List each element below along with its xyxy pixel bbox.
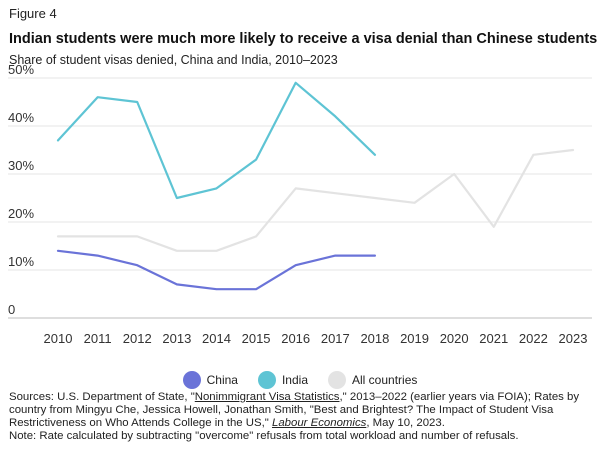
sources-link[interactable]: Nonimmigrant Visa Statistics [194, 391, 340, 403]
x-tick-label-2014: 2014 [202, 331, 231, 346]
series-line-all-countries [56, 148, 575, 252]
x-tick-label-2010: 2010 [44, 331, 73, 346]
chart-title: Indian students were much more likely to… [9, 31, 598, 47]
x-tick-label-2011: 2011 [84, 331, 112, 346]
y-tick-label-10: 10% [8, 254, 34, 269]
sources-suffix: , May 10, 2023. [366, 417, 445, 429]
x-tick-label-2019: 2019 [400, 331, 429, 346]
y-tick-label-50: 50% [8, 62, 34, 77]
legend-label-china: China [206, 373, 238, 387]
source-notes: Sources: U.S. Department of State, "Noni… [9, 391, 594, 443]
chart-subtitle: Share of student visas denied, China and… [9, 53, 338, 67]
x-tick-label-2012: 2012 [123, 331, 152, 346]
series-line-india [56, 81, 377, 200]
legend-item-all-countries: All countries [328, 371, 417, 389]
x-tick-label-2015: 2015 [242, 331, 271, 346]
legend-item-india: India [257, 371, 308, 389]
y-tick-label-30: 30% [8, 158, 34, 173]
series-line-china [56, 249, 377, 291]
y-tick-label-40: 40% [8, 110, 34, 125]
legend-label-india: India [281, 373, 308, 387]
legend-label-all-countries: All countries [352, 373, 418, 387]
sources-prefix: Sources: U.S. Department of State, " [9, 391, 195, 403]
x-tick-label-2022: 2022 [519, 331, 548, 346]
y-tick-label-0: 0 [8, 302, 15, 317]
x-tick-label-2013: 2013 [162, 331, 191, 346]
x-tick-label-2021: 2021 [479, 331, 508, 346]
legend-swatch-china [182, 371, 201, 389]
legend-swatch-all-countries [328, 371, 346, 389]
legend-item-china: China [182, 371, 238, 389]
note-text: Note: Rate calculated by subtracting "ov… [9, 430, 519, 442]
x-tick-label-2020: 2020 [440, 331, 469, 346]
x-tick-label-2017: 2017 [321, 331, 350, 346]
x-tick-label-2016: 2016 [281, 331, 310, 346]
x-tick-label-2018: 2018 [360, 331, 389, 346]
x-tick-label-2023: 2023 [559, 331, 588, 346]
sources-journal-link[interactable]: Labour Economics [272, 417, 367, 429]
y-tick-label-20: 20% [8, 206, 34, 221]
chart-legend: China India All countries [0, 371, 600, 389]
legend-swatch-india [257, 371, 276, 389]
sources-mid: ," 2013–2022 (earlier years via FOIA); R… [9, 391, 580, 429]
line-chart: 0 10% 20% 30% 40% 50% 2010 2011 2012 2013 2014 2015… [8, 62, 592, 346]
sources-text: Sources: U.S. Department of State, "Noni… [9, 391, 594, 430]
figure-label: Figure 4 [9, 6, 57, 21]
